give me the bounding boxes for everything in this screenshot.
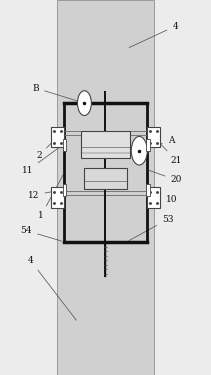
Bar xyxy=(81,131,130,158)
Bar xyxy=(63,184,66,196)
Text: A: A xyxy=(142,136,174,150)
Circle shape xyxy=(77,91,91,116)
Text: 10: 10 xyxy=(156,191,178,204)
Text: 12: 12 xyxy=(28,190,60,200)
Bar xyxy=(57,0,154,375)
Bar xyxy=(146,184,150,196)
Bar xyxy=(146,139,150,151)
Text: 53: 53 xyxy=(129,215,173,240)
Text: 11: 11 xyxy=(22,146,61,175)
Text: B: B xyxy=(32,84,82,102)
Text: 4: 4 xyxy=(129,22,178,48)
Text: 21: 21 xyxy=(156,139,182,165)
Text: 2: 2 xyxy=(36,139,55,160)
Circle shape xyxy=(131,136,147,165)
Text: 20: 20 xyxy=(149,170,182,184)
Bar xyxy=(51,188,64,208)
Bar xyxy=(147,188,160,208)
Bar xyxy=(51,126,64,147)
Bar xyxy=(63,139,66,151)
Text: 54: 54 xyxy=(20,226,62,241)
Bar xyxy=(84,168,127,189)
Text: 4: 4 xyxy=(28,256,76,320)
Bar xyxy=(147,126,160,147)
Text: 1: 1 xyxy=(38,175,63,220)
